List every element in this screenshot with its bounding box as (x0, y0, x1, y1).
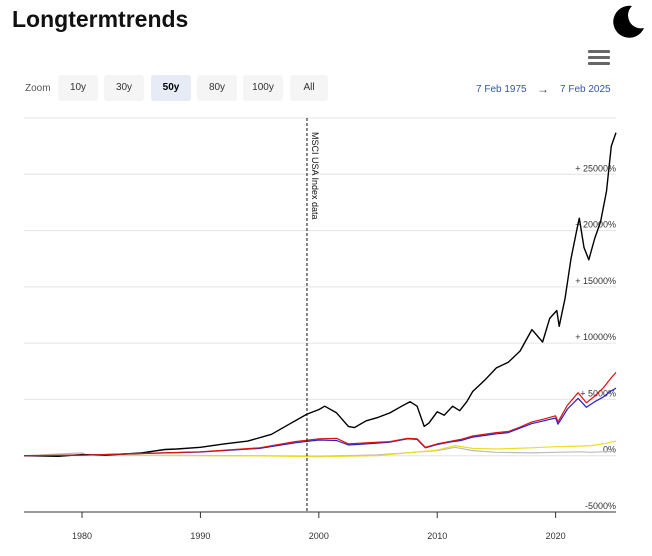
y-tick-label: 0% (603, 445, 616, 455)
y-tick-label: -5000% (585, 501, 616, 511)
series-line-1 (23, 372, 617, 457)
moon-icon[interactable] (608, 2, 648, 42)
series-line-2 (23, 387, 617, 457)
y-tick-label: + 15000% (575, 276, 616, 286)
series-line-3 (23, 440, 617, 458)
zoom-10y-button[interactable]: 10y (58, 75, 98, 101)
x-tick-label: 2000 (309, 531, 329, 541)
zoom-label: Zoom (25, 83, 51, 94)
range-to-date[interactable]: 7 Feb 2025 (560, 84, 611, 95)
site-title[interactable]: Longtermtrends (12, 6, 189, 32)
hamburger-menu-icon[interactable] (588, 50, 610, 68)
zoom-all-button[interactable]: All (290, 75, 328, 101)
zoom-50y-button[interactable]: 50y (151, 75, 191, 101)
x-tick-label: 1990 (190, 531, 210, 541)
y-tick-label: + 25000% (575, 163, 616, 173)
annotation-label: MSCI USA Index data (310, 132, 320, 220)
x-tick-label: 2020 (546, 531, 566, 541)
zoom-100y-button[interactable]: 100y (243, 75, 283, 101)
range-from-date[interactable]: 7 Feb 1975 (476, 84, 527, 95)
x-tick-label: 2010 (427, 531, 447, 541)
y-tick-label: + 20000% (575, 220, 616, 230)
zoom-80y-button[interactable]: 80y (197, 75, 237, 101)
range-arrow: → (537, 82, 549, 96)
x-tick-label: 1980 (72, 531, 92, 541)
y-tick-label: + 10000% (575, 332, 616, 342)
series-line-0 (23, 132, 617, 457)
zoom-30y-button[interactable]: 30y (104, 75, 144, 101)
